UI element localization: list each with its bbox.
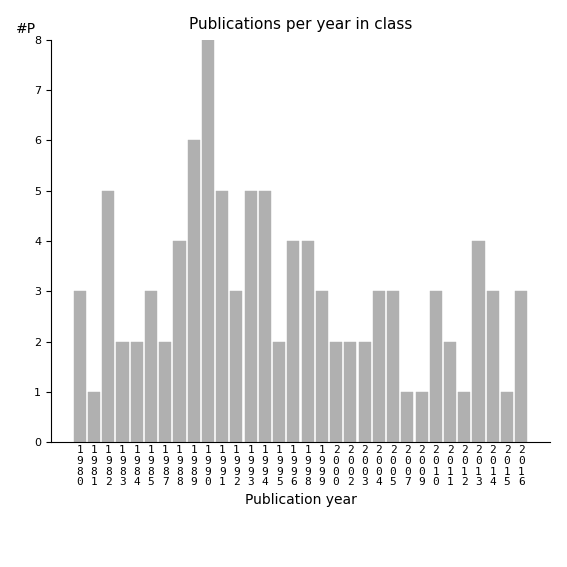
Bar: [358, 341, 371, 442]
Bar: [387, 291, 399, 442]
Bar: [188, 141, 200, 442]
Bar: [287, 241, 299, 442]
Bar: [416, 392, 428, 442]
Bar: [430, 291, 442, 442]
Bar: [373, 291, 385, 442]
Bar: [102, 191, 115, 442]
Bar: [444, 341, 456, 442]
Bar: [486, 291, 499, 442]
Title: Publications per year in class: Publications per year in class: [189, 16, 412, 32]
Bar: [273, 341, 285, 442]
Bar: [88, 392, 100, 442]
Bar: [458, 392, 471, 442]
Bar: [202, 40, 214, 442]
Bar: [216, 191, 229, 442]
Bar: [472, 241, 485, 442]
Bar: [74, 291, 86, 442]
Bar: [230, 291, 243, 442]
Bar: [159, 341, 171, 442]
Bar: [515, 291, 527, 442]
Bar: [316, 291, 328, 442]
Bar: [501, 392, 513, 442]
Bar: [145, 291, 157, 442]
Bar: [330, 341, 342, 442]
Bar: [174, 241, 185, 442]
Text: #P: #P: [16, 22, 36, 36]
X-axis label: Publication year: Publication year: [244, 493, 357, 507]
Bar: [259, 191, 271, 442]
Bar: [130, 341, 143, 442]
Bar: [244, 191, 257, 442]
Bar: [344, 341, 357, 442]
Bar: [401, 392, 413, 442]
Bar: [302, 241, 314, 442]
Bar: [116, 341, 129, 442]
